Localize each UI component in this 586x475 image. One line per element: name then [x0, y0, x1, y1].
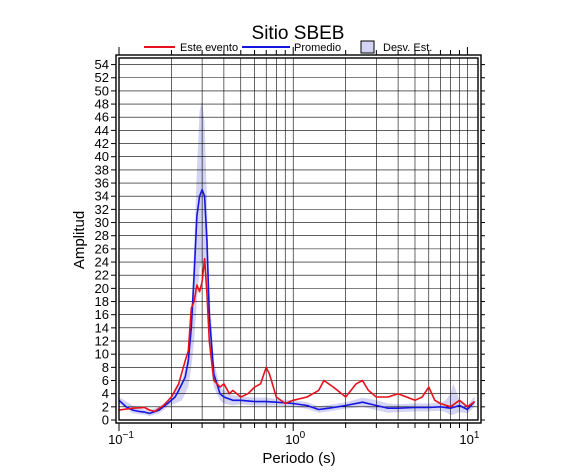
- y-tick-label: 52: [95, 70, 109, 85]
- y-tick-label: 0: [102, 413, 109, 428]
- y-tick-label: 22: [95, 268, 109, 283]
- legend-swatch: [360, 40, 375, 54]
- y-tick-label: 48: [95, 97, 109, 112]
- y-tick-label: 36: [95, 176, 109, 191]
- y-tick-label: 34: [95, 189, 109, 204]
- outer-border: [115, 54, 482, 424]
- y-tick-label: 24: [95, 255, 109, 270]
- x-tick-label: 101: [459, 430, 479, 447]
- y-tick-label: 30: [95, 215, 109, 230]
- std-band: [119, 100, 475, 417]
- y-tick-label: 14: [95, 320, 109, 335]
- legend-label: Este evento: [180, 42, 238, 54]
- y-tick-label: 44: [95, 123, 109, 138]
- x-tick-label: 100: [285, 430, 305, 447]
- y-tick-label: 16: [95, 307, 109, 322]
- x-axis-label: Periodo (s): [262, 450, 335, 467]
- x-axis: 10−1 100 101: [108, 47, 480, 447]
- series-line: [118, 188, 476, 415]
- y-tick-label: 12: [95, 334, 109, 349]
- y-axis-label: Amplitud: [71, 211, 88, 269]
- legend-label: Desv. Est.: [383, 42, 432, 54]
- y-tick-label: 4: [102, 386, 109, 401]
- y-axis: 0246810121416182022242628303234363840424…: [95, 57, 485, 428]
- y-tick-label: 18: [95, 294, 109, 309]
- y-tick-label: 6: [102, 373, 109, 388]
- y-tick-label: 2: [102, 399, 109, 414]
- y-tick-label: 42: [95, 136, 109, 151]
- x-tick-label: 10−1: [108, 430, 134, 447]
- y-tick-label: 40: [95, 149, 109, 164]
- plot-frame: [115, 54, 482, 424]
- y-tick-label: 26: [95, 241, 109, 256]
- y-tick-label: 38: [95, 162, 109, 177]
- y-tick-label: 8: [102, 360, 109, 375]
- y-tick-label: 28: [95, 228, 109, 243]
- y-tick-label: 50: [95, 83, 109, 98]
- plot-border: [118, 57, 479, 421]
- grid-lines: [119, 58, 478, 420]
- y-tick-label: 46: [95, 110, 109, 125]
- series-lines: [118, 188, 476, 415]
- y-tick-label: 10: [95, 347, 109, 362]
- series-line: [118, 257, 476, 413]
- y-tick-label: 32: [95, 202, 109, 217]
- chart-title: Sitio SBEB: [252, 23, 345, 44]
- std-band-layer: [119, 100, 475, 417]
- y-tick-label: 54: [95, 57, 109, 72]
- legend-label: Promedio: [294, 42, 341, 54]
- y-tick-label: 20: [95, 281, 109, 296]
